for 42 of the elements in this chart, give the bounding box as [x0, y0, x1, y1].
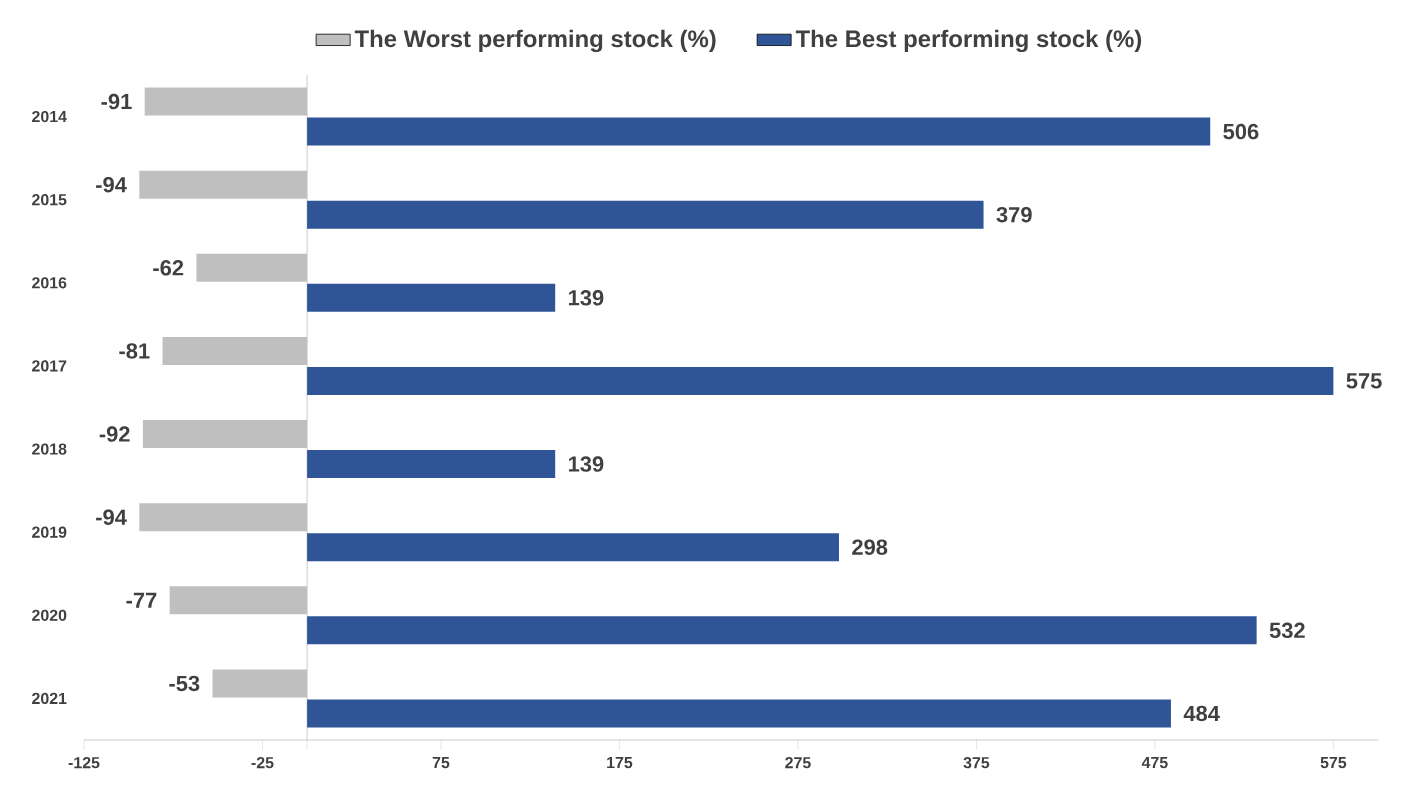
data-label: -92: [99, 426, 130, 442]
data-label: 532: [1269, 622, 1305, 639]
bar: [307, 533, 839, 562]
x-tick-label: 75: [432, 757, 450, 769]
x-tick-label: 575: [1320, 757, 1347, 769]
data-label: -91: [101, 93, 132, 110]
y-tick-label: 2017: [32, 360, 67, 372]
bar: [307, 117, 1211, 146]
y-tick-label: 2021: [32, 692, 67, 705]
bar: [307, 283, 556, 312]
bar: [307, 616, 1257, 645]
x-tick-label: 375: [963, 757, 990, 769]
data-label: 484: [1183, 705, 1220, 722]
x-tick-label: 475: [1141, 757, 1168, 769]
x-tick-label: -25: [251, 757, 274, 769]
data-label: 506: [1223, 123, 1259, 140]
y-tick-label: 2016: [32, 277, 67, 289]
data-label: 298: [852, 539, 888, 555]
bar: [307, 200, 984, 229]
data-label: -81: [119, 343, 150, 359]
legend-label: The Worst performing stock (%): [354, 29, 716, 53]
bar: [307, 366, 1334, 395]
data-label: -94: [96, 509, 127, 525]
y-tick-label: 2019: [32, 526, 67, 538]
bar: [307, 699, 1171, 728]
data-label: 139: [568, 456, 604, 472]
x-tick-label: 175: [607, 757, 633, 769]
x-tick-label: -125: [68, 757, 100, 769]
data-label: 139: [568, 290, 604, 306]
y-tick-label: 2020: [32, 609, 67, 621]
legend-label: The Best performing stock (%): [795, 29, 1142, 53]
data-label: -62: [153, 260, 184, 276]
y-tick-label: 2014: [32, 110, 67, 123]
data-label: 379: [996, 206, 1032, 223]
data-label: -94: [96, 176, 127, 193]
y-tick-label: 2018: [32, 443, 67, 455]
data-label: -77: [126, 592, 157, 608]
data-label: -53: [169, 675, 200, 692]
y-tick-label: 2015: [32, 194, 67, 206]
x-tick-label: 275: [785, 757, 811, 769]
data-label: 575: [1346, 373, 1382, 389]
bar: [307, 450, 556, 479]
